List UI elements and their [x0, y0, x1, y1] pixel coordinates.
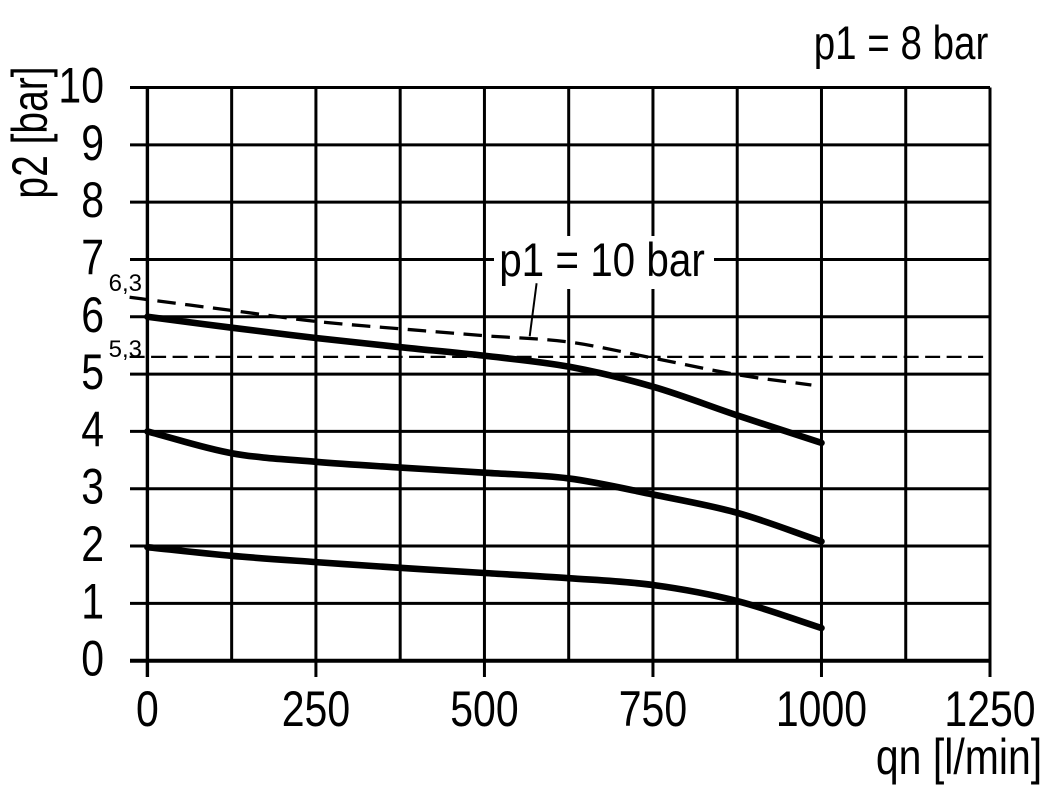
- left-marker-label-5-3: 5,3: [109, 336, 142, 363]
- annotation-text-backing: [494, 236, 714, 289]
- x-tick-label-750: 750: [619, 681, 687, 737]
- y-tick-label-6: 6: [81, 287, 104, 343]
- annotation-leader-line: [528, 283, 538, 337]
- curve-p1-8bar-setting-6: [144, 313, 825, 447]
- curve-p1-10bar-setting-6.3: [129, 295, 812, 387]
- x-axis-title: qn [l/min]: [876, 729, 1042, 785]
- y-tick-label-5: 5: [81, 344, 104, 400]
- y-tick-label-4: 4: [81, 402, 104, 458]
- curves: [129, 295, 990, 632]
- left-marker-label-6-3: 6,3: [109, 270, 142, 297]
- y-tick-label-8: 8: [81, 172, 104, 228]
- curve-p1-8bar-setting-4: [144, 428, 825, 545]
- y-tick-label-1: 1: [81, 574, 104, 630]
- x-tick-label-0: 0: [136, 681, 159, 737]
- x-tick-label-500: 500: [450, 681, 518, 737]
- grid: [130, 86, 992, 677]
- y-tick-label-10: 10: [58, 58, 104, 114]
- chart-title: p1 = 8 bar: [814, 17, 989, 69]
- curve-p1-8bar-setting-2: [144, 543, 825, 632]
- x-tick-label-250: 250: [282, 681, 350, 737]
- y-tick-label-3: 3: [81, 459, 104, 515]
- x-tick-label-1000: 1000: [776, 681, 867, 737]
- y-tick-label-2: 2: [81, 516, 104, 572]
- y-tick-label-0: 0: [81, 631, 104, 687]
- y-tick-label-9: 9: [81, 115, 104, 171]
- y-axis-title: p2 [bar]: [1, 66, 58, 198]
- annotation-p1-10bar: p1 = 10 bar: [499, 234, 705, 287]
- x-tick-label-1250: 1250: [944, 681, 1035, 737]
- y-tick-label-7: 7: [81, 230, 104, 286]
